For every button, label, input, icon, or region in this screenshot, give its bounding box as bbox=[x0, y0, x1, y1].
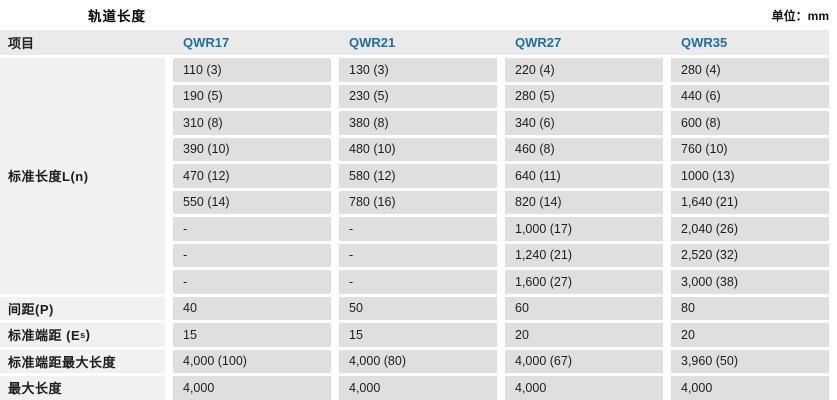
cell-standard-length-r3-qwr35: 600 (8) bbox=[671, 111, 829, 135]
cell-bottom-r2-qwr21: 15 bbox=[339, 323, 497, 347]
unit-label: 单位：mm bbox=[771, 8, 829, 23]
cell-standard-length-r6-qwr21: 780 (16) bbox=[339, 190, 497, 214]
row-label-bottom-2: 标准端距 (E s) bbox=[0, 323, 165, 347]
cell-standard-length-r9-qwr35: 3,000 (38) bbox=[671, 270, 829, 294]
cell-bottom-r3-qwr21: 4,000 (80) bbox=[339, 349, 497, 373]
cell-standard-length-r8-qwr27: 1,240 (21) bbox=[505, 243, 663, 267]
cell-standard-length-r2-qwr27: 280 (5) bbox=[505, 84, 663, 108]
column-header-qwr27: QWR27 bbox=[515, 35, 562, 50]
cell-standard-length-r9-qwr21: - bbox=[339, 270, 497, 294]
cell-standard-length-r5-qwr17: 470 (12) bbox=[173, 164, 331, 188]
cell-standard-length-r9-qwr17: - bbox=[173, 270, 331, 294]
cell-bottom-r4-qwr17: 4,000 bbox=[173, 376, 331, 400]
cell-standard-length-r7-qwr17: - bbox=[173, 217, 331, 241]
column-header-qwr17: QWR17 bbox=[183, 35, 230, 50]
cell-standard-length-r8-qwr35: 2,520 (32) bbox=[671, 243, 829, 267]
cell-standard-length-r5-qwr27: 640 (11) bbox=[505, 164, 663, 188]
row-label-bottom-3: 标准端距最大长度 bbox=[0, 349, 165, 373]
cell-standard-length-r5-qwr35: 1000 (13) bbox=[671, 164, 829, 188]
cell-standard-length-r8-qwr17: - bbox=[173, 243, 331, 267]
cell-bottom-r1-qwr17: 40 bbox=[173, 296, 331, 320]
cell-standard-length-r5-qwr21: 580 (12) bbox=[339, 164, 497, 188]
cell-standard-length-r1-qwr21: 130 (3) bbox=[339, 58, 497, 82]
column-header-item: 项目 bbox=[8, 36, 35, 51]
table-header-bar: 轨道长度 单位：mm bbox=[0, 0, 837, 30]
cell-bottom-r1-qwr27: 60 bbox=[505, 296, 663, 320]
cell-bottom-r4-qwr35: 4,000 bbox=[671, 376, 829, 400]
cell-bottom-r4-qwr21: 4,000 bbox=[339, 376, 497, 400]
cell-standard-length-r4-qwr35: 760 (10) bbox=[671, 137, 829, 161]
row-label-standard-length: 标准长度L(n) bbox=[0, 58, 165, 294]
cell-standard-length-r1-qwr35: 280 (4) bbox=[671, 58, 829, 82]
cell-standard-length-r3-qwr27: 340 (6) bbox=[505, 111, 663, 135]
cell-bottom-r3-qwr27: 4,000 (67) bbox=[505, 349, 663, 373]
cell-bottom-r1-qwr21: 50 bbox=[339, 296, 497, 320]
cell-standard-length-r3-qwr17: 310 (8) bbox=[173, 111, 331, 135]
cell-standard-length-r1-qwr27: 220 (4) bbox=[505, 58, 663, 82]
row-label-bottom-1: 间距(P) bbox=[0, 296, 165, 320]
cell-bottom-r3-qwr35: 3,960 (50) bbox=[671, 349, 829, 373]
cell-standard-length-r6-qwr17: 550 (14) bbox=[173, 190, 331, 214]
cell-standard-length-r3-qwr21: 380 (8) bbox=[339, 111, 497, 135]
cell-standard-length-r1-qwr17: 110 (3) bbox=[173, 58, 331, 82]
cell-standard-length-r7-qwr21: - bbox=[339, 217, 497, 241]
cell-standard-length-r7-qwr35: 2,040 (26) bbox=[671, 217, 829, 241]
cell-standard-length-r2-qwr21: 230 (5) bbox=[339, 84, 497, 108]
cell-standard-length-r4-qwr17: 390 (10) bbox=[173, 137, 331, 161]
table-grid: 标准长度L(n) 110 (3) 130 (3) 220 (4) 280 (4) 190 … bbox=[0, 58, 829, 400]
column-header-row: 项目 QWR17 QWR21 QWR27 QWR35 bbox=[0, 30, 829, 55]
cell-bottom-r2-qwr27: 20 bbox=[505, 323, 663, 347]
cell-standard-length-r4-qwr21: 480 (10) bbox=[339, 137, 497, 161]
cell-bottom-r1-qwr35: 80 bbox=[671, 296, 829, 320]
cell-standard-length-r6-qwr35: 1,640 (21) bbox=[671, 190, 829, 214]
cell-standard-length-r9-qwr27: 1,600 (27) bbox=[505, 270, 663, 294]
cell-standard-length-r4-qwr27: 460 (8) bbox=[505, 137, 663, 161]
row-label-bottom-4: 最大长度 bbox=[0, 376, 165, 400]
column-header-qwr35: QWR35 bbox=[681, 35, 728, 50]
column-header-qwr21: QWR21 bbox=[349, 35, 396, 50]
cell-standard-length-r2-qwr17: 190 (5) bbox=[173, 84, 331, 108]
cell-standard-length-r2-qwr35: 440 (6) bbox=[671, 84, 829, 108]
cell-standard-length-r6-qwr27: 820 (14) bbox=[505, 190, 663, 214]
cell-standard-length-r7-qwr27: 1,000 (17) bbox=[505, 217, 663, 241]
cell-bottom-r3-qwr17: 4,000 (100) bbox=[173, 349, 331, 373]
table-title: 轨道长度 bbox=[88, 9, 146, 24]
cell-bottom-r4-qwr27: 4,000 bbox=[505, 376, 663, 400]
cell-bottom-r2-qwr35: 20 bbox=[671, 323, 829, 347]
cell-standard-length-r8-qwr21: - bbox=[339, 243, 497, 267]
cell-bottom-r2-qwr17: 15 bbox=[173, 323, 331, 347]
